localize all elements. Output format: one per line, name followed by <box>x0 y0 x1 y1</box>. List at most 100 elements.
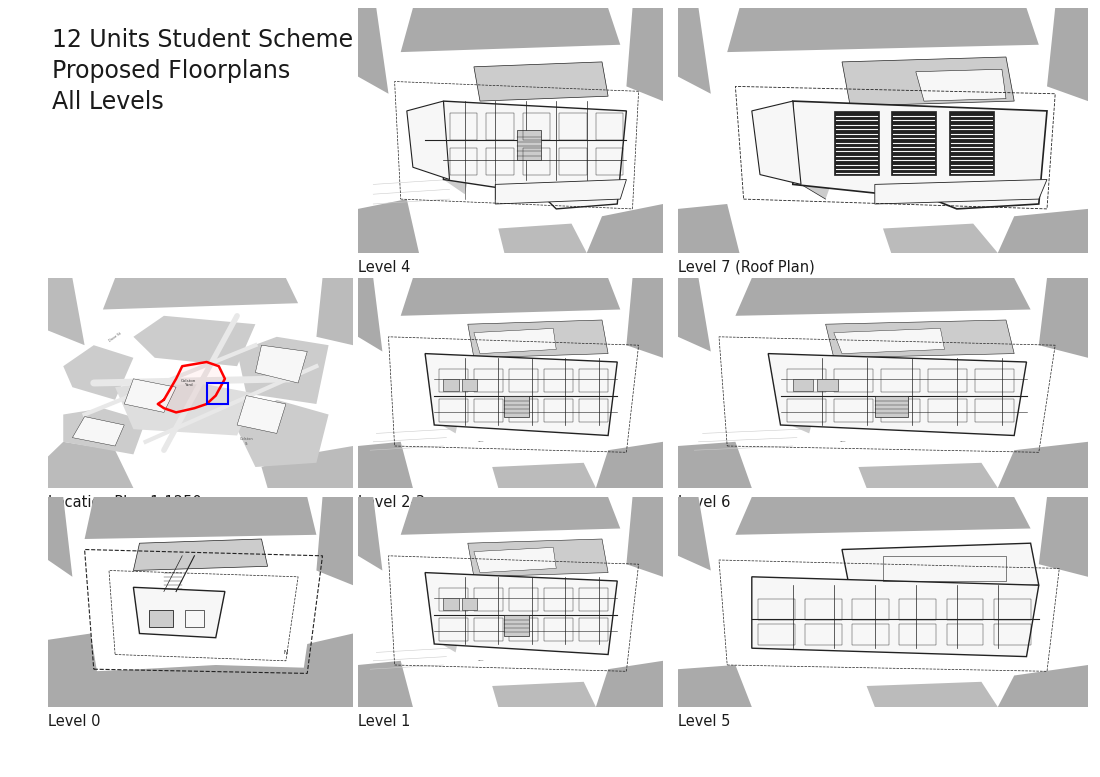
Bar <box>883 556 1006 581</box>
Bar <box>928 369 967 392</box>
Bar <box>544 369 573 392</box>
Bar <box>559 113 586 141</box>
Polygon shape <box>255 345 307 383</box>
Polygon shape <box>468 539 608 577</box>
Bar <box>544 588 573 611</box>
Polygon shape <box>626 278 663 357</box>
Text: N: N <box>284 650 288 656</box>
Polygon shape <box>751 577 1038 657</box>
Polygon shape <box>358 278 383 351</box>
Polygon shape <box>400 497 620 535</box>
Polygon shape <box>358 199 419 253</box>
Polygon shape <box>400 278 620 315</box>
Bar <box>805 624 842 645</box>
Polygon shape <box>492 681 596 707</box>
Polygon shape <box>73 416 124 446</box>
Polygon shape <box>1038 278 1088 357</box>
Polygon shape <box>678 442 751 488</box>
Polygon shape <box>678 204 739 253</box>
Text: Location Plan 1:1250: Location Plan 1:1250 <box>48 495 201 510</box>
Polygon shape <box>103 278 298 309</box>
Polygon shape <box>495 179 626 204</box>
Polygon shape <box>586 204 663 253</box>
Text: Level 5: Level 5 <box>678 714 730 729</box>
Text: Level 4: Level 4 <box>358 260 410 275</box>
Bar <box>596 113 624 141</box>
Polygon shape <box>443 120 480 194</box>
Bar <box>874 395 907 416</box>
Text: Level 6: Level 6 <box>678 495 730 510</box>
Polygon shape <box>916 69 1006 101</box>
Polygon shape <box>781 368 826 434</box>
Polygon shape <box>842 543 1038 591</box>
Polygon shape <box>64 345 133 400</box>
Text: ___: ___ <box>476 658 483 662</box>
Bar <box>443 598 459 611</box>
Polygon shape <box>133 539 267 570</box>
Bar <box>579 369 608 392</box>
Polygon shape <box>358 660 412 707</box>
Bar <box>946 624 983 645</box>
Polygon shape <box>474 62 608 101</box>
Polygon shape <box>492 463 596 488</box>
Polygon shape <box>727 8 1038 52</box>
Bar <box>758 624 795 645</box>
Polygon shape <box>626 8 663 101</box>
Bar <box>474 618 503 641</box>
Bar <box>817 379 838 392</box>
Bar <box>505 615 529 636</box>
Polygon shape <box>842 57 1014 106</box>
Bar <box>946 599 983 620</box>
Polygon shape <box>858 463 998 488</box>
Polygon shape <box>64 408 145 455</box>
Text: ___: ___ <box>476 439 483 443</box>
Bar <box>439 369 468 392</box>
Bar <box>509 399 538 422</box>
Bar <box>522 148 550 175</box>
Bar <box>834 369 872 392</box>
Polygon shape <box>596 660 663 707</box>
Polygon shape <box>133 587 224 638</box>
Polygon shape <box>678 497 711 570</box>
Bar <box>579 399 608 422</box>
Bar <box>881 369 920 392</box>
Text: Dove St: Dove St <box>108 331 122 343</box>
Bar <box>544 618 573 641</box>
Polygon shape <box>425 573 617 654</box>
Bar <box>505 395 529 416</box>
Polygon shape <box>678 665 751 707</box>
Polygon shape <box>443 101 626 209</box>
Bar <box>439 618 468 641</box>
Bar <box>439 399 468 422</box>
Bar <box>207 383 228 404</box>
Polygon shape <box>238 336 329 404</box>
Bar <box>900 624 936 645</box>
Bar <box>579 618 608 641</box>
Polygon shape <box>867 681 998 707</box>
Polygon shape <box>48 633 103 707</box>
Bar <box>522 113 550 141</box>
Polygon shape <box>998 442 1088 488</box>
Bar <box>900 599 936 620</box>
Bar <box>517 131 541 160</box>
Polygon shape <box>317 278 353 345</box>
Bar <box>509 369 538 392</box>
Polygon shape <box>801 126 850 199</box>
Polygon shape <box>678 278 711 351</box>
Polygon shape <box>124 379 176 413</box>
Bar <box>596 148 624 175</box>
Polygon shape <box>133 315 255 366</box>
Bar <box>462 379 477 392</box>
Bar <box>509 618 538 641</box>
Text: Level 2-3: Level 2-3 <box>358 495 425 510</box>
Polygon shape <box>358 497 383 570</box>
Bar <box>881 399 920 422</box>
Polygon shape <box>474 548 557 573</box>
Text: Colston
St: Colston St <box>240 437 253 446</box>
Polygon shape <box>736 278 1031 315</box>
Polygon shape <box>85 497 317 539</box>
Bar <box>559 148 586 175</box>
Polygon shape <box>998 209 1088 253</box>
Polygon shape <box>768 354 1026 435</box>
Text: ___: ___ <box>839 439 845 443</box>
